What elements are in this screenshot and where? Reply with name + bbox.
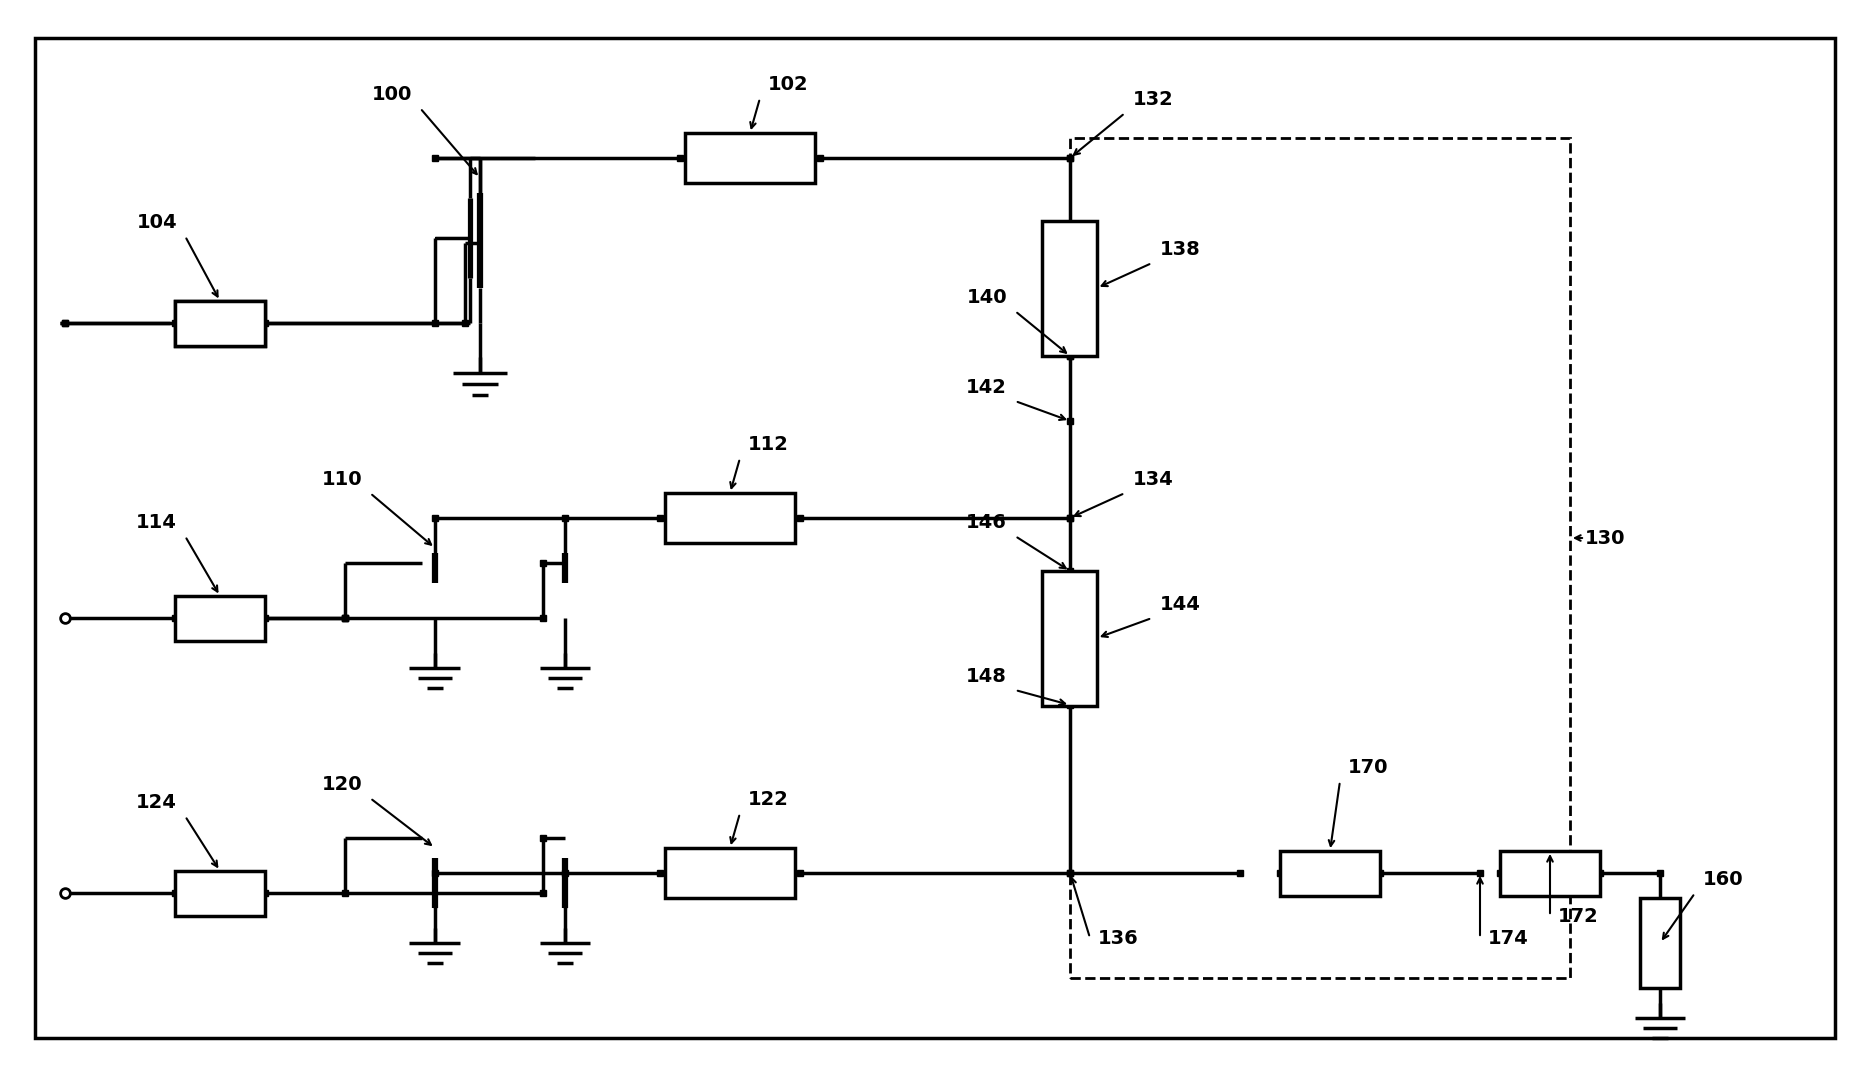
Bar	[686, 134, 815, 183]
Text: 148: 148	[966, 668, 1008, 686]
Text: 114: 114	[137, 513, 178, 532]
Bar	[1043, 570, 1098, 706]
Text: 134: 134	[1133, 470, 1174, 489]
Bar	[665, 493, 794, 543]
Text: 174: 174	[1487, 928, 1528, 947]
Text: 132: 132	[1133, 90, 1174, 109]
Bar	[1069, 138, 1570, 978]
Bar	[1641, 898, 1680, 988]
Text: 124: 124	[137, 794, 178, 812]
Bar	[174, 596, 264, 641]
Text: 144: 144	[1159, 595, 1201, 614]
Bar	[1500, 850, 1600, 895]
Text: 146: 146	[966, 513, 1008, 532]
Bar	[665, 848, 794, 898]
Text: 136: 136	[1098, 928, 1139, 947]
Text: 102: 102	[768, 75, 809, 94]
Bar	[174, 300, 264, 346]
Text: 170: 170	[1349, 758, 1388, 778]
Bar	[174, 300, 264, 346]
Bar	[1279, 850, 1380, 895]
Text: 138: 138	[1159, 240, 1201, 260]
Text: 112: 112	[747, 435, 789, 454]
Text: 120: 120	[322, 775, 361, 794]
Text: 140: 140	[966, 288, 1008, 307]
Text: 100: 100	[371, 85, 412, 104]
Text: 142: 142	[966, 378, 1008, 397]
Text: 160: 160	[1703, 870, 1744, 889]
Text: 122: 122	[747, 790, 789, 808]
Text: 104: 104	[137, 213, 178, 232]
Text: 110: 110	[322, 470, 361, 489]
Bar	[1043, 220, 1098, 356]
Text: 130: 130	[1585, 529, 1626, 548]
Text: 172: 172	[1558, 907, 1600, 926]
Bar	[174, 870, 264, 915]
